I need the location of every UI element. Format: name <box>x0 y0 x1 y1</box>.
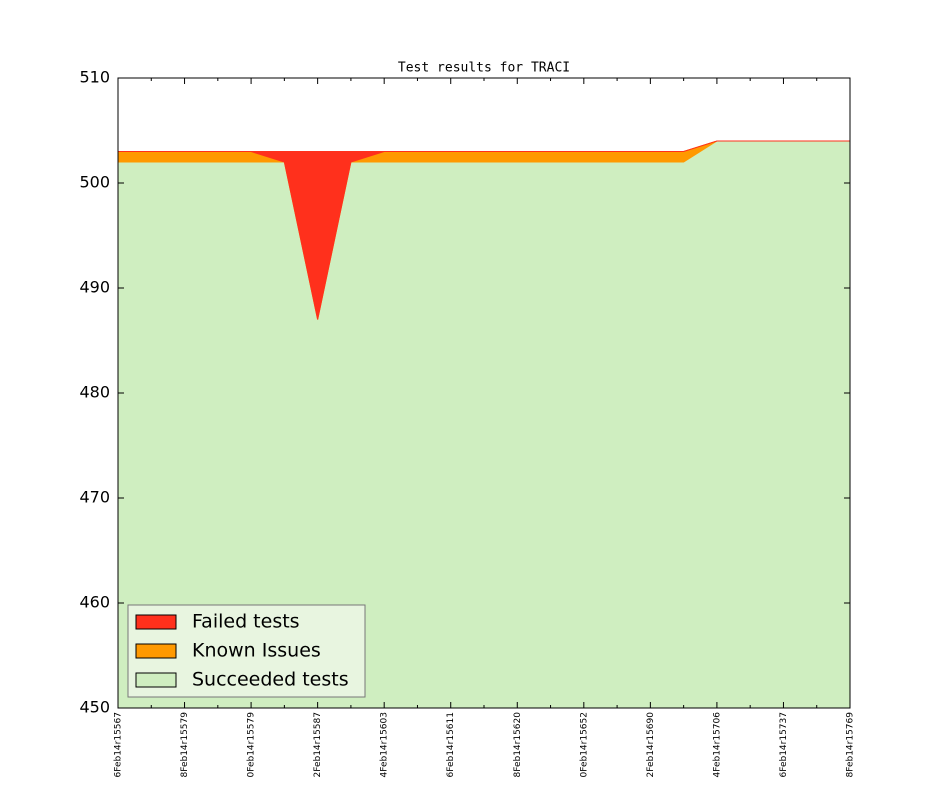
legend-swatch <box>135 614 177 630</box>
x-tick-label: 0Feb14r15579 <box>247 712 257 778</box>
y-tick-label: 450 <box>79 698 110 717</box>
y-tick-label: 490 <box>79 278 110 297</box>
y-tick-label: 480 <box>79 383 110 402</box>
area <box>118 140 850 320</box>
x-tick-label: 4Feb14r15706 <box>712 712 722 778</box>
legend-label: Failed tests <box>192 611 300 633</box>
x-tick-label: 2Feb14r15587 <box>313 712 323 777</box>
legend-swatch <box>135 643 177 659</box>
x-tick-label: 6Feb14r15567 <box>114 712 124 777</box>
y-tick-label: 470 <box>79 488 110 507</box>
y-tick-label: 500 <box>79 173 110 192</box>
x-tick-label: 6Feb14r15611 <box>446 712 456 777</box>
x-tick-label: 0Feb14r15652 <box>579 712 589 777</box>
chart-title: Test results for TRACI <box>398 61 570 76</box>
x-tick-label: 2Feb14r15690 <box>646 712 656 778</box>
y-tick-label: 460 <box>79 593 110 612</box>
legend-label: Succeeded tests <box>192 669 349 691</box>
area <box>118 141 850 708</box>
x-tick-label: 8Feb14r15579 <box>180 712 190 778</box>
legend-label: Known Issues <box>192 640 321 662</box>
x-tick-label: 4Feb14r15603 <box>380 712 390 777</box>
x-tick-label: 8Feb14r15769 <box>846 712 856 778</box>
y-tick-label: 510 <box>79 68 110 87</box>
legend-swatch <box>135 672 177 688</box>
x-tick-label: 6Feb14r15737 <box>779 712 789 777</box>
x-tick-label: 8Feb14r15620 <box>513 712 523 778</box>
